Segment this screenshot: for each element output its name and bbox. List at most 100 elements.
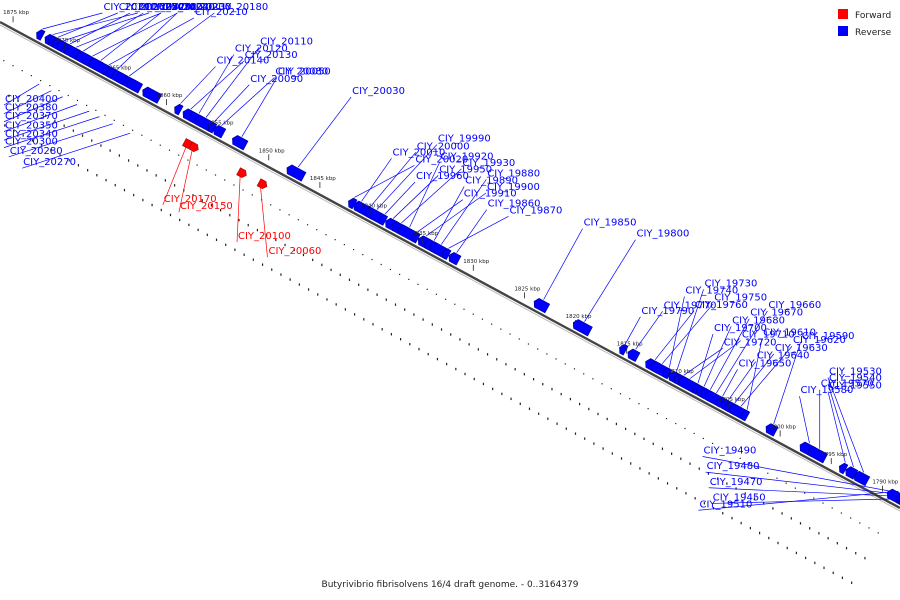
- dot-track-mark: [54, 119, 56, 122]
- dot-track-mark: [606, 417, 608, 421]
- dot-track-mark: [197, 228, 199, 232]
- gene-label: CIY_19920: [441, 151, 494, 162]
- dot-track-mark: [656, 413, 658, 415]
- reverse-gene-shape: [142, 86, 163, 104]
- dot-track-mark: [169, 213, 172, 217]
- reverse-gene-block: [853, 470, 871, 487]
- dot-track-mark: [472, 313, 474, 315]
- reverse-gene-block: [182, 108, 196, 122]
- legend-forward-label: Forward: [855, 11, 891, 21]
- dot-track-mark: [132, 129, 134, 131]
- gene-label-leader: [698, 490, 899, 511]
- dot-track-mark: [270, 204, 272, 206]
- dot-track-mark: [413, 313, 415, 316]
- dot-track-mark: [560, 392, 562, 396]
- reverse-gene-shape: [106, 67, 117, 79]
- dot-track-mark: [638, 403, 640, 405]
- tick-label: 1865 kbp: [105, 65, 131, 71]
- dot-track-mark: [307, 288, 310, 291]
- dot-track-mark: [795, 551, 798, 555]
- gene-label-leader: [827, 383, 854, 468]
- gene-label: CIY_19800: [636, 229, 689, 240]
- dot-track-mark: [818, 532, 820, 535]
- dot-track-mark: [841, 576, 844, 579]
- gene-label-leader: [260, 187, 268, 258]
- reverse-gene-block: [56, 40, 66, 52]
- gene-label-leader: [3, 104, 78, 132]
- dot-track-mark: [266, 233, 268, 237]
- tick-label: 1845 kbp: [310, 176, 336, 182]
- dot-track-mark: [542, 382, 544, 386]
- dot-track-mark: [196, 164, 198, 166]
- reverse-gene-shape: [572, 319, 593, 337]
- dot-track-mark: [813, 497, 815, 499]
- dot-track-mark: [284, 243, 286, 247]
- dot-track-mark: [803, 492, 806, 494]
- dot-track-mark: [832, 571, 834, 575]
- gene-labels: CIY_20390CIY_20320CIY_20260CIY_20310CIY_…: [3, 2, 900, 511]
- gene-label: CIY_19960: [416, 171, 469, 182]
- dot-track-mark: [63, 124, 65, 127]
- gene-label: CIY_19750: [714, 293, 767, 304]
- gene-label: CIY_20340: [5, 129, 58, 140]
- dot-track-mark: [127, 159, 130, 162]
- dot-track-mark: [680, 457, 682, 460]
- gene-blocks: [36, 29, 900, 511]
- gene-label-leader: [409, 162, 440, 228]
- gene-label: CIY_19590: [802, 331, 855, 342]
- dot-track-mark: [602, 447, 604, 450]
- dot-track-mark: [730, 452, 732, 454]
- dot-track-mark: [491, 323, 493, 325]
- gene-label: CIY_19510: [699, 499, 752, 510]
- reverse-gene-shape: [627, 348, 641, 363]
- dot-track-mark: [431, 323, 433, 326]
- dot-track-mark: [446, 362, 448, 366]
- gene-label: CIY_20210: [195, 7, 248, 18]
- tick-label: 1820 kbp: [566, 314, 592, 320]
- dot-track-mark: [805, 556, 807, 560]
- gene-label: CIY_19710: [742, 330, 795, 341]
- gene-label-leader: [705, 471, 900, 495]
- gene-label: CIY_20080: [275, 67, 328, 78]
- dot-track-mark: [179, 218, 181, 222]
- tick-label: 1855 kbp: [208, 121, 234, 127]
- dot-track-mark: [418, 347, 420, 351]
- dot-track-mark: [168, 149, 171, 151]
- tick-label: 1840 kbp: [361, 204, 387, 210]
- dot-track-mark: [445, 298, 447, 300]
- dot-track-mark: [597, 412, 599, 416]
- dot-track-mark: [630, 462, 632, 465]
- dot-track-mark: [214, 174, 217, 176]
- dot-track-mark: [486, 353, 489, 356]
- gene-label: CIY_19580: [800, 385, 853, 396]
- dot-track-mark: [689, 462, 691, 465]
- reverse-gene-shape: [67, 46, 80, 60]
- dot-track-mark: [767, 472, 769, 474]
- dot-track-mark: [343, 244, 345, 246]
- dot-track-mark: [105, 178, 107, 182]
- dot-track-mark: [330, 268, 332, 272]
- gene-label: CIY_19950: [439, 164, 492, 175]
- dot-track-mark: [744, 492, 746, 495]
- reverse-gene-block: [126, 78, 144, 94]
- dot-track-mark: [518, 338, 520, 340]
- dot-track-mark: [799, 522, 802, 525]
- dot-track-mark: [380, 263, 382, 266]
- dot-track-mark: [353, 313, 356, 316]
- reverse-gene-block: [76, 51, 93, 67]
- gene-label: CIY_19550: [829, 381, 882, 392]
- dot-track-mark: [289, 278, 291, 281]
- reverse-gene-block: [89, 57, 110, 76]
- gene-label-leader: [205, 47, 260, 118]
- gene-label: CIY_20220: [162, 2, 215, 13]
- dot-track-mark: [376, 293, 378, 296]
- dot-track-mark: [123, 188, 126, 192]
- dot-track-mark: [279, 209, 281, 211]
- dot-track-mark: [13, 129, 15, 132]
- gene-label-leader: [384, 181, 416, 215]
- dot-track-mark: [546, 353, 548, 355]
- dot-track-mark: [643, 437, 645, 441]
- dot-track-mark: [164, 179, 166, 182]
- reverse-gene-shape: [448, 252, 462, 266]
